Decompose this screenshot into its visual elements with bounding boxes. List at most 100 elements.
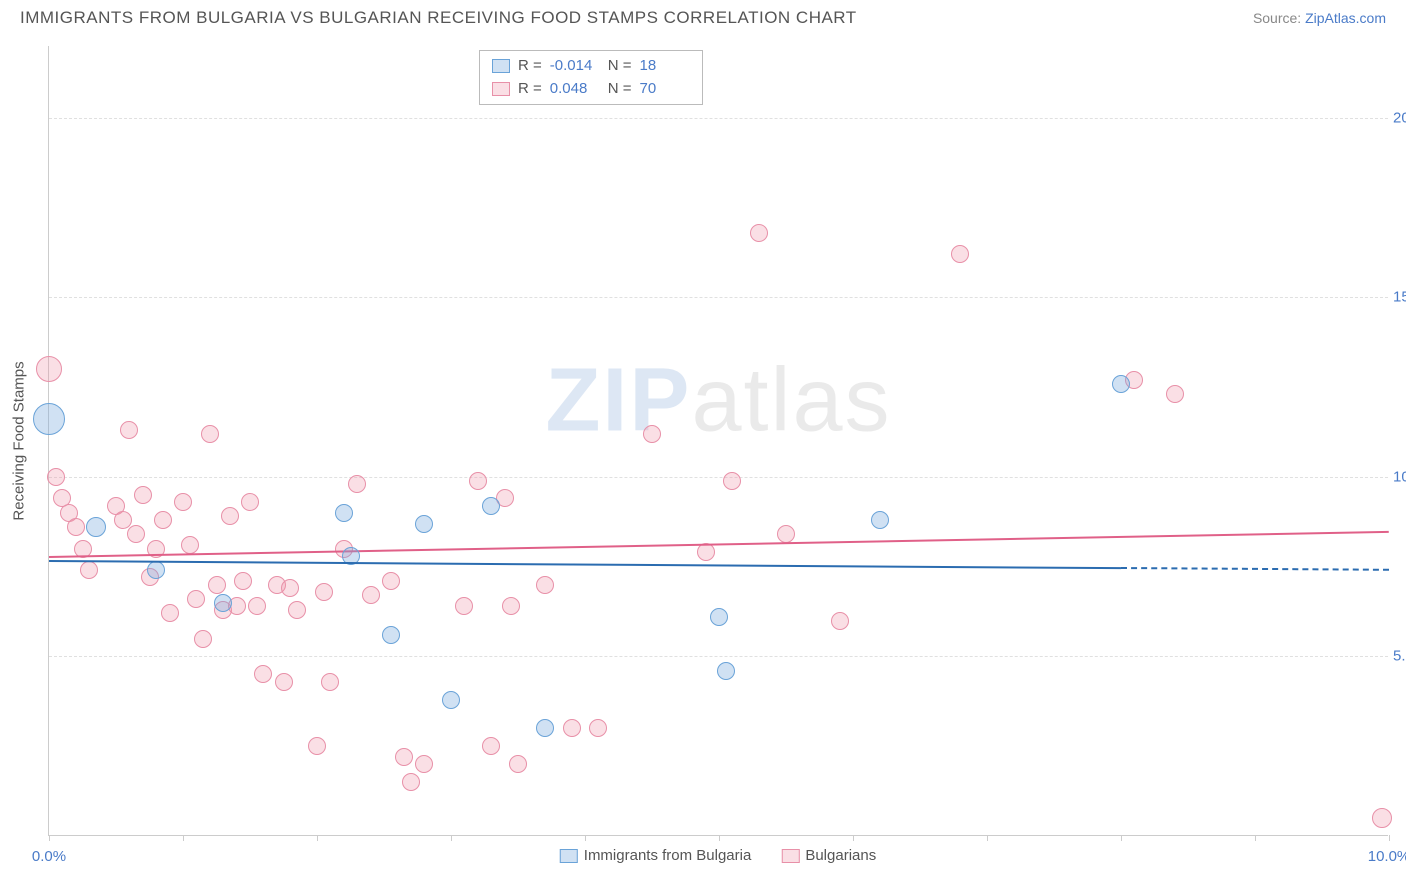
scatter-point (482, 737, 500, 755)
grid-line (49, 118, 1388, 119)
legend-swatch-pink (781, 849, 799, 863)
r-value-blue: -0.014 (550, 55, 600, 78)
watermark: ZIPatlas (545, 350, 891, 453)
trend-line (49, 531, 1389, 558)
y-tick-label: 15.0% (1393, 289, 1406, 306)
scatter-point (248, 597, 266, 615)
grid-line (49, 656, 1388, 657)
stats-row-blue: R = -0.014 N = 18 (492, 55, 690, 78)
scatter-point (181, 536, 199, 554)
legend-swatch-blue (560, 849, 578, 863)
source-attribution: Source: ZipAtlas.com (1253, 10, 1386, 26)
y-axis-label: Receiving Food Stamps (11, 361, 28, 520)
scatter-point (214, 594, 232, 612)
scatter-point (36, 356, 62, 382)
chart-header: IMMIGRANTS FROM BULGARIA VS BULGARIAN RE… (0, 0, 1406, 32)
grid-line (49, 477, 1388, 478)
x-tick (987, 835, 988, 841)
scatter-point (154, 511, 172, 529)
watermark-zip: ZIP (545, 351, 691, 451)
n-value-pink: 70 (640, 78, 690, 101)
scatter-point (536, 719, 554, 737)
source-link[interactable]: ZipAtlas.com (1305, 10, 1386, 26)
bottom-legend: Immigrants from Bulgaria Bulgarians (560, 847, 876, 864)
scatter-point (134, 486, 152, 504)
stats-row-pink: R = 0.048 N = 70 (492, 78, 690, 101)
x-tick (49, 835, 50, 841)
scatter-point (335, 504, 353, 522)
scatter-point (442, 691, 460, 709)
legend-label-pink: Bulgarians (805, 847, 876, 864)
x-tick-label: 10.0% (1368, 848, 1406, 865)
scatter-point (241, 493, 259, 511)
legend-item-blue: Immigrants from Bulgaria (560, 847, 752, 864)
scatter-point (221, 507, 239, 525)
scatter-point (201, 425, 219, 443)
scatter-point (697, 543, 715, 561)
scatter-point (187, 590, 205, 608)
scatter-point (308, 737, 326, 755)
chart-title: IMMIGRANTS FROM BULGARIA VS BULGARIAN RE… (20, 8, 857, 28)
swatch-pink (492, 82, 510, 96)
scatter-point (831, 612, 849, 630)
scatter-point (509, 755, 527, 773)
n-label-pink: N = (608, 78, 632, 101)
x-tick (183, 835, 184, 841)
scatter-point (321, 673, 339, 691)
y-tick-label: 5.0% (1393, 648, 1406, 665)
source-prefix: Source: (1253, 10, 1305, 26)
scatter-point (315, 583, 333, 601)
scatter-point (86, 517, 106, 537)
scatter-point (402, 773, 420, 791)
trend-line-dashed (1121, 567, 1389, 571)
scatter-point (643, 425, 661, 443)
scatter-point (275, 673, 293, 691)
y-tick-label: 20.0% (1393, 109, 1406, 126)
grid-line (49, 297, 1388, 298)
scatter-point (67, 518, 85, 536)
scatter-point (589, 719, 607, 737)
x-tick (585, 835, 586, 841)
r-value-pink: 0.048 (550, 78, 600, 101)
trend-line (49, 560, 1121, 569)
scatter-point (234, 572, 252, 590)
scatter-point (723, 472, 741, 490)
n-value-blue: 18 (640, 55, 690, 78)
scatter-point (208, 576, 226, 594)
scatter-point (382, 572, 400, 590)
scatter-point (415, 515, 433, 533)
swatch-blue (492, 59, 510, 73)
scatter-point (254, 665, 272, 683)
stats-legend-box: R = -0.014 N = 18 R = 0.048 N = 70 (479, 50, 703, 105)
scatter-point (395, 748, 413, 766)
scatter-point (127, 525, 145, 543)
watermark-atlas: atlas (691, 351, 891, 451)
scatter-point (563, 719, 581, 737)
x-tick (317, 835, 318, 841)
scatter-point (777, 525, 795, 543)
scatter-point (1372, 808, 1392, 828)
scatter-point (1166, 385, 1184, 403)
scatter-point (348, 475, 366, 493)
x-tick (719, 835, 720, 841)
x-tick (451, 835, 452, 841)
scatter-point (717, 662, 735, 680)
scatter-point (382, 626, 400, 644)
x-tick-label: 0.0% (32, 848, 66, 865)
scatter-point (750, 224, 768, 242)
scatter-point (536, 576, 554, 594)
plot-area: Receiving Food Stamps ZIPatlas R = -0.01… (48, 46, 1388, 836)
legend-item-pink: Bulgarians (781, 847, 876, 864)
chart-container: Receiving Food Stamps ZIPatlas R = -0.01… (48, 46, 1388, 836)
x-tick (853, 835, 854, 841)
scatter-point (120, 421, 138, 439)
scatter-point (415, 755, 433, 773)
y-tick-label: 10.0% (1393, 468, 1406, 485)
scatter-point (114, 511, 132, 529)
scatter-point (33, 403, 65, 435)
scatter-point (482, 497, 500, 515)
legend-label-blue: Immigrants from Bulgaria (584, 847, 752, 864)
scatter-point (174, 493, 192, 511)
x-tick (1255, 835, 1256, 841)
scatter-point (455, 597, 473, 615)
